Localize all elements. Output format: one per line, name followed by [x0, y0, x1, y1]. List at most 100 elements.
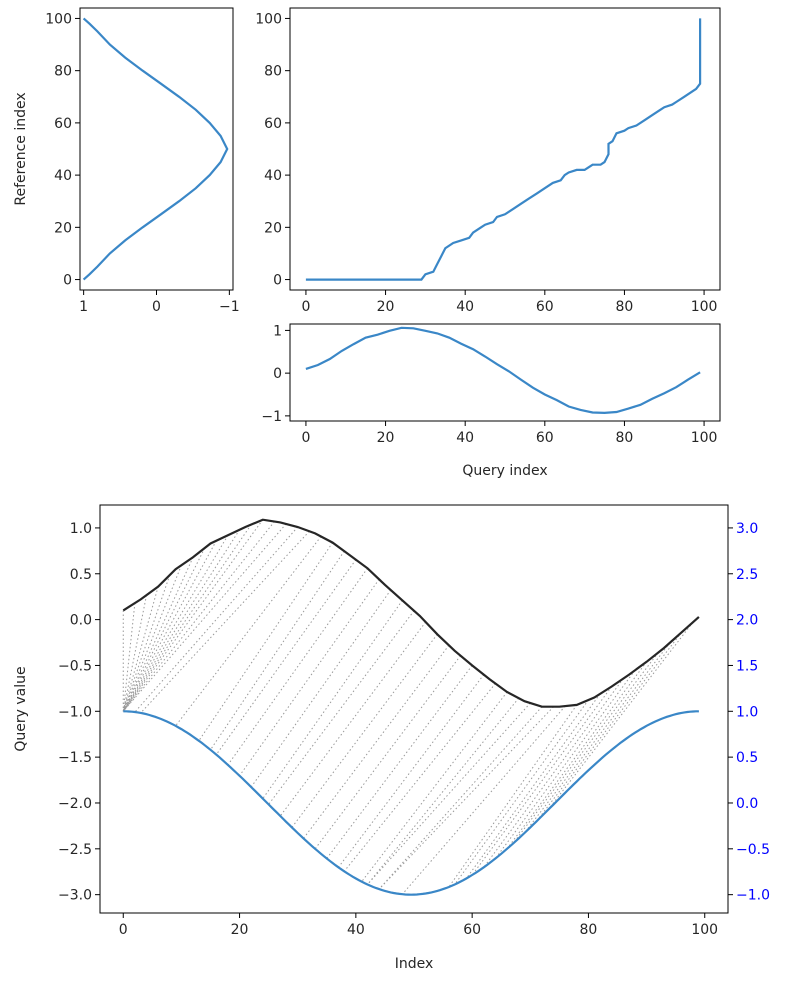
alignment-y2-tick-label: 0.5 — [736, 750, 758, 766]
match-line — [122, 586, 159, 712]
match-line — [122, 535, 229, 712]
match-line — [279, 621, 427, 817]
reference-y-axis-label: Reference index — [13, 92, 29, 205]
match-line — [454, 699, 589, 885]
reference-x-tick-label: −1 — [219, 299, 240, 315]
reference-y-tick-label: 40 — [54, 168, 72, 184]
alignment-y2-tick-label: 0.0 — [736, 796, 758, 812]
alignment-y-tick-label: −3.0 — [58, 888, 92, 904]
match-line — [343, 683, 496, 872]
query-value-line — [122, 518, 700, 708]
alignment-y2-tick-label: 2.5 — [736, 567, 758, 583]
match-line — [227, 567, 368, 766]
query-x-tick-label: 20 — [377, 430, 395, 446]
warping-x-tick-label: 80 — [616, 299, 634, 315]
match-line — [122, 523, 287, 712]
warping-x-tick-label: 100 — [691, 299, 718, 315]
warping-y-tick-label: 80 — [264, 64, 282, 80]
query-series-panel: 0 20 40 60 80 100 −1 0 1 Query index — [261, 323, 721, 479]
alignment-y-axis-label: Query value — [13, 666, 29, 751]
reference-x-tick-label: 1 — [79, 299, 88, 315]
alignment-x-tick-label: 60 — [463, 922, 481, 938]
match-line — [239, 578, 380, 777]
alignment-x-axis-label: Index — [395, 956, 434, 972]
match-line — [140, 530, 310, 714]
warping-x-tick-label: 40 — [456, 299, 474, 315]
warping-x-tick-label: 0 — [301, 299, 310, 315]
reference-y-tick-label: 0 — [63, 273, 72, 289]
match-line — [198, 542, 334, 742]
match-line — [122, 521, 275, 712]
match-line — [378, 706, 554, 890]
match-line — [367, 702, 531, 885]
warping-y-tick-label: 60 — [264, 116, 282, 132]
alignment-y2-tick-label: −0.5 — [736, 842, 770, 858]
match-line — [122, 547, 206, 712]
plot-frame — [79, 7, 234, 291]
query-x-axis-label: Query index — [462, 463, 547, 479]
match-line — [122, 524, 252, 712]
match-line — [210, 550, 345, 751]
alignment-y-tick-label: 0.5 — [70, 567, 92, 583]
alignment-y2-tick-label: 3.0 — [736, 521, 758, 537]
match-line — [378, 706, 543, 890]
match-line — [495, 670, 636, 859]
match-line — [122, 540, 217, 712]
match-line — [483, 678, 624, 868]
match-line — [262, 600, 403, 799]
warping-y-tick-label: 40 — [264, 168, 282, 184]
query-y-tick-label: −1 — [261, 409, 282, 425]
alignment-y2-tick-label: 1.5 — [736, 658, 758, 674]
warping-y-tick-label: 20 — [264, 220, 282, 236]
warping-x-tick-label: 20 — [377, 299, 395, 315]
match-line — [122, 529, 240, 712]
query-y-tick-label: 1 — [273, 323, 282, 339]
plot-frame — [289, 7, 721, 291]
match-line — [134, 526, 299, 713]
match-line — [471, 686, 613, 876]
match-line — [122, 557, 194, 712]
match-line — [314, 655, 461, 850]
query-x-tick-label: 100 — [691, 430, 718, 446]
alignment-x-tick-label: 80 — [580, 922, 598, 938]
warping-x-tick-label: 60 — [536, 299, 554, 315]
alignment-y-tick-label: 0.0 — [70, 613, 92, 629]
match-line — [122, 519, 264, 712]
match-line — [401, 705, 566, 895]
match-lines — [122, 519, 694, 895]
match-line — [303, 644, 450, 839]
query-x-tick-label: 80 — [616, 430, 634, 446]
alignment-x-tick-label: 0 — [119, 922, 128, 938]
match-line — [367, 697, 520, 885]
match-line — [215, 559, 357, 755]
alignment-y-tick-label: −1.0 — [58, 704, 92, 720]
alignment-y-tick-label: −0.5 — [58, 658, 92, 674]
alignment-panel: 0 20 40 60 80 100 1.0 0.5 0.0 −0.5 −1.0 −1.5 −2.0 −2.… — [13, 504, 770, 972]
alignment-y-tick-label: −2.0 — [58, 796, 92, 812]
match-line — [122, 565, 182, 712]
match-line — [175, 536, 322, 727]
query-y-tick-label: 0 — [273, 366, 282, 382]
match-line — [512, 652, 659, 844]
warping-y-tick-label: 0 — [273, 273, 282, 289]
plot-frame — [289, 323, 721, 422]
alignment-y-tick-label: −1.5 — [58, 750, 92, 766]
match-line — [122, 574, 171, 712]
match-line — [465, 693, 601, 879]
warping-path-panel: 0 20 40 60 80 100 0 20 40 60 80 100 — [255, 7, 721, 315]
warping-path-line — [305, 18, 702, 281]
alignment-y2-tick-label: 1.0 — [736, 704, 758, 720]
reference-y-tick-label: 80 — [54, 64, 72, 80]
match-line — [535, 632, 682, 823]
alignment-x-tick-label: 100 — [691, 922, 718, 938]
query-x-tick-label: 40 — [456, 430, 474, 446]
alignment-y-tick-label: −2.5 — [58, 842, 92, 858]
reference-series-line — [82, 17, 229, 281]
match-line — [448, 704, 578, 888]
plot-frame — [99, 504, 729, 914]
alignment-x-tick-label: 40 — [347, 922, 365, 938]
reference-y-tick-label: 60 — [54, 116, 72, 132]
alignment-y2-tick-label: −1.0 — [736, 888, 770, 904]
